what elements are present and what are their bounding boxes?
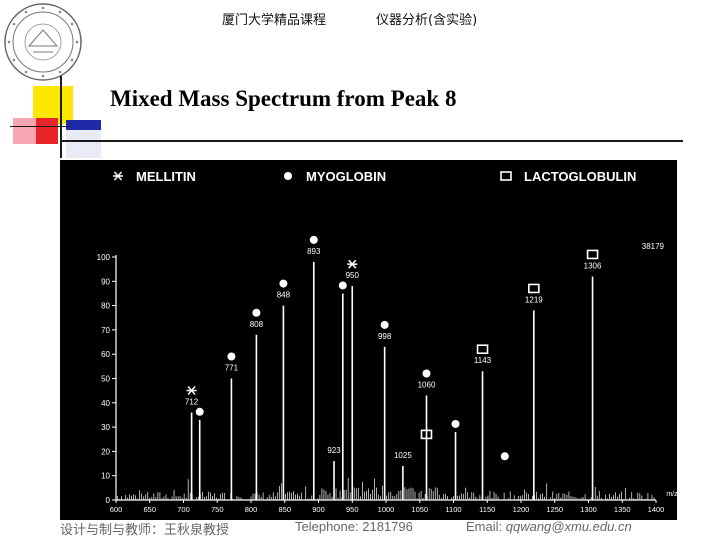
slide-title: Mixed Mass Spectrum from Peak 8	[110, 86, 457, 111]
decor-horizontal-line	[10, 126, 70, 127]
x-tick-label: 1000	[378, 505, 395, 514]
email-label: Email:	[466, 519, 503, 534]
subject-header: 仪器分析(含实验)	[376, 13, 478, 28]
peak-label-923: 923	[327, 446, 341, 455]
x-tick-label: 1300	[580, 505, 597, 514]
lactoglobulin-square-marker	[500, 171, 512, 181]
mellitin-asterisk-marker	[113, 171, 123, 181]
y-tick-label: 0	[106, 496, 111, 505]
x-axis-label: m/z	[666, 491, 677, 498]
myoglobin-dot-marker	[380, 320, 389, 329]
myoglobin-dot-marker	[309, 235, 318, 244]
lactoglobulin-square-marker	[528, 283, 540, 294]
mellitin-asterisk-marker	[347, 259, 358, 269]
y-tick-label: 80	[101, 302, 110, 311]
y-tick-label: 60	[101, 350, 110, 359]
x-tick-label: 1100	[445, 505, 461, 514]
lactoglobulin-square-marker	[420, 429, 433, 440]
x-tick-label: 1200	[513, 505, 530, 514]
footer-author: 设计与制与教师：王秋泉教授	[60, 523, 230, 538]
peak-label-950: 950	[346, 271, 360, 280]
x-tick-label: 850	[278, 505, 291, 514]
peak-label-893: 893	[307, 247, 321, 256]
peak-label-1060: 1060	[418, 381, 436, 390]
myoglobin-dot-marker	[338, 281, 347, 290]
y-tick-label: 70	[101, 326, 110, 335]
peak-label-1306: 1306	[584, 261, 602, 270]
myoglobin-dot-marker	[422, 369, 431, 378]
myoglobin-dot-marker	[451, 419, 460, 428]
phone-label: Telephone:	[295, 519, 359, 534]
x-tick-label: 600	[110, 505, 123, 514]
y-tick-label: 20	[101, 447, 110, 456]
x-tick-label: 700	[177, 505, 190, 514]
x-tick-label: 1050	[411, 505, 428, 514]
peak-label-998: 998	[378, 332, 392, 341]
x-tick-label: 650	[143, 505, 156, 514]
peak-label-1025: 1025	[394, 451, 412, 460]
legend-myoglobin: MYOGLOBIN	[306, 169, 386, 184]
y-tick-label: 10	[101, 472, 110, 481]
x-tick-label: 1400	[648, 505, 665, 514]
y-tick-label: 40	[101, 399, 110, 408]
myoglobin-dot-marker	[500, 452, 509, 461]
peak-label-1219: 1219	[525, 295, 543, 304]
phone-number: 2181796	[362, 519, 413, 534]
myoglobin-dot-marker	[284, 172, 292, 180]
footer-email: Email: qqwang@xmu.edu.cn	[466, 519, 632, 534]
mellitin-asterisk-marker	[186, 386, 197, 396]
legend-mellitin: MELLITIN	[136, 169, 196, 184]
y-tick-label: 50	[101, 375, 110, 384]
decor-yellow-square	[33, 86, 73, 124]
x-tick-label: 1150	[479, 505, 495, 514]
peak-label-808: 808	[250, 320, 264, 329]
course-header: 厦门大学精品课程	[222, 13, 327, 28]
lactoglobulin-square-marker	[586, 249, 599, 260]
x-tick-label: 950	[346, 505, 359, 514]
myoglobin-dot-marker	[195, 407, 204, 416]
scan-count-label: 38179	[642, 242, 665, 251]
peak-label-848: 848	[277, 291, 291, 300]
y-tick-label: 30	[101, 423, 110, 432]
myoglobin-dot-marker	[252, 308, 261, 317]
myoglobin-dot-marker	[279, 279, 288, 288]
decor-red-square	[36, 118, 58, 144]
x-tick-label: 750	[211, 505, 224, 514]
y-tick-label: 100	[97, 253, 111, 262]
email-address[interactable]: qqwang@xmu.edu.cn	[505, 519, 632, 534]
x-tick-label: 900	[312, 505, 325, 514]
peak-label-771: 771	[225, 364, 239, 373]
y-tick-label: 90	[101, 277, 110, 286]
peak-label-712: 712	[185, 398, 199, 407]
decor-vertical-line	[60, 76, 62, 158]
lactoglobulin-square-marker	[476, 344, 489, 355]
legend-lactoglobulin: LACTOGLOBULIN	[524, 169, 636, 184]
peak-label-1143: 1143	[474, 356, 492, 365]
myoglobin-dot-marker	[227, 352, 236, 361]
x-tick-label: 1250	[546, 505, 563, 514]
footer-phone: Telephone: 2181796	[295, 519, 413, 534]
x-tick-label: 800	[245, 505, 258, 514]
mass-spectrum-chart: MELLITIN MYOGLOBIN LACTOGLOBULIN 38179 0 10 2…	[60, 160, 677, 520]
x-tick-label: 1350	[614, 505, 631, 514]
university-seal-logo	[4, 3, 82, 81]
decor-white-square	[66, 130, 101, 158]
title-underline	[60, 140, 683, 142]
